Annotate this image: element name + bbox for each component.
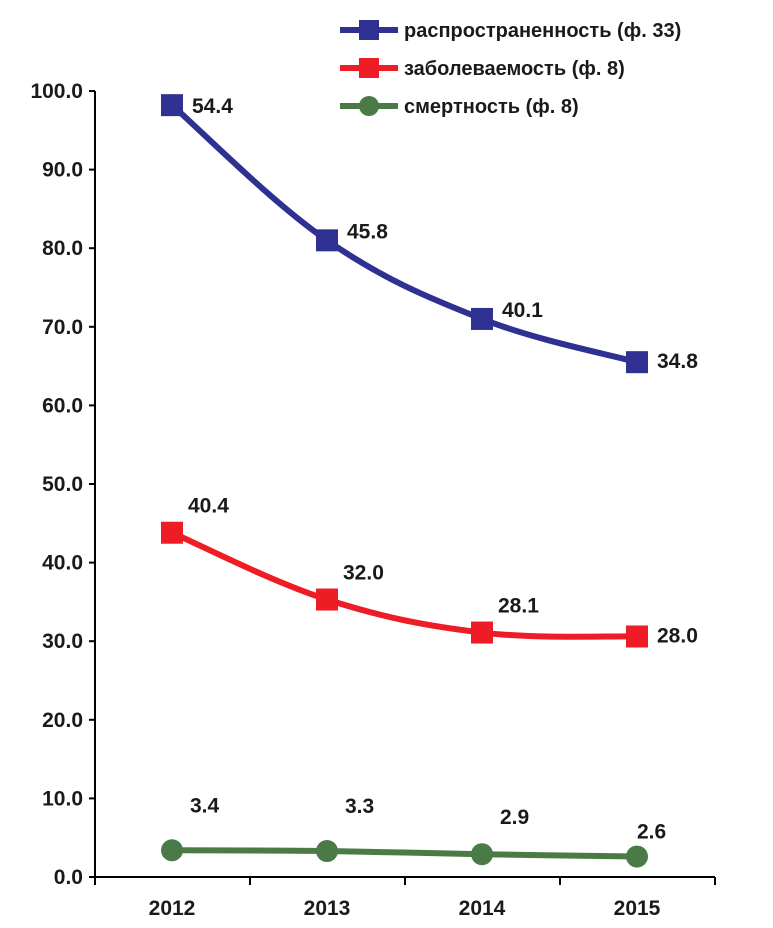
- y-tick-label: 60.0: [42, 394, 83, 417]
- data-point-marker: [316, 229, 338, 252]
- data-labels: 54.4 45.8 40.1 34.8 40.4 32.0 28.1 28.0 3.4 3.3 2.…: [188, 95, 698, 843]
- y-tick-label: 50.0: [42, 473, 83, 496]
- data-label: 2.6: [637, 821, 666, 844]
- y-tick-label: 40.0: [42, 552, 83, 575]
- y-tick-label: 10.0: [42, 787, 83, 810]
- x-tick-label: 2015: [614, 897, 661, 920]
- y-tick-label: 80.0: [42, 237, 83, 260]
- data-label: 40.4: [188, 495, 229, 518]
- series-layer: [161, 94, 648, 868]
- axes: 0.0 10.0 20.0 30.0 40.0 50.0 60.0 70.0 80.0 90.0 1…: [30, 80, 716, 920]
- data-point-marker: [316, 588, 338, 611]
- legend-marker: [359, 20, 379, 40]
- x-tick-label: 2014: [459, 897, 506, 920]
- data-label: 3.4: [190, 794, 220, 817]
- data-label: 28.1: [498, 595, 539, 618]
- legend-label: заболеваемость (ф. 8): [404, 58, 625, 80]
- x-tick-label: 2012: [149, 897, 196, 920]
- data-point-marker: [471, 307, 493, 330]
- data-label: 2.9: [500, 806, 529, 829]
- data-point-marker: [626, 625, 648, 648]
- data-point-marker: [626, 845, 648, 868]
- data-point-marker: [161, 94, 183, 117]
- data-point-marker: [161, 839, 183, 862]
- legend-marker: [359, 96, 379, 116]
- y-tick-label: 70.0: [42, 316, 83, 339]
- x-tick-label: 2013: [304, 897, 351, 920]
- y-tick-label: 0.0: [54, 866, 83, 889]
- y-tick-label: 20.0: [42, 709, 83, 732]
- legend: распространенность (ф. 33) заболеваемость…: [340, 20, 681, 118]
- y-tick-label: 90.0: [42, 159, 83, 182]
- data-point-marker: [471, 621, 493, 644]
- data-point-marker: [316, 840, 338, 863]
- data-label: 32.0: [343, 562, 384, 585]
- data-label: 40.1: [502, 299, 543, 322]
- data-label: 34.8: [657, 350, 698, 373]
- data-label: 28.0: [657, 624, 698, 647]
- legend-label: распространенность (ф. 33): [404, 20, 681, 42]
- data-point-marker: [161, 521, 183, 544]
- series-line: [169, 529, 640, 640]
- data-label: 45.8: [347, 220, 388, 243]
- legend-label: смертность (ф. 8): [404, 96, 579, 118]
- data-label: 54.4: [192, 95, 233, 118]
- y-tick-label: 100.0: [30, 80, 83, 103]
- data-label: 3.3: [345, 795, 374, 818]
- series-line: [169, 102, 640, 366]
- data-point-marker: [471, 843, 493, 866]
- data-point-marker: [626, 351, 648, 374]
- legend-marker: [359, 58, 379, 78]
- y-tick-label: 30.0: [42, 630, 83, 653]
- series-line: [169, 847, 640, 860]
